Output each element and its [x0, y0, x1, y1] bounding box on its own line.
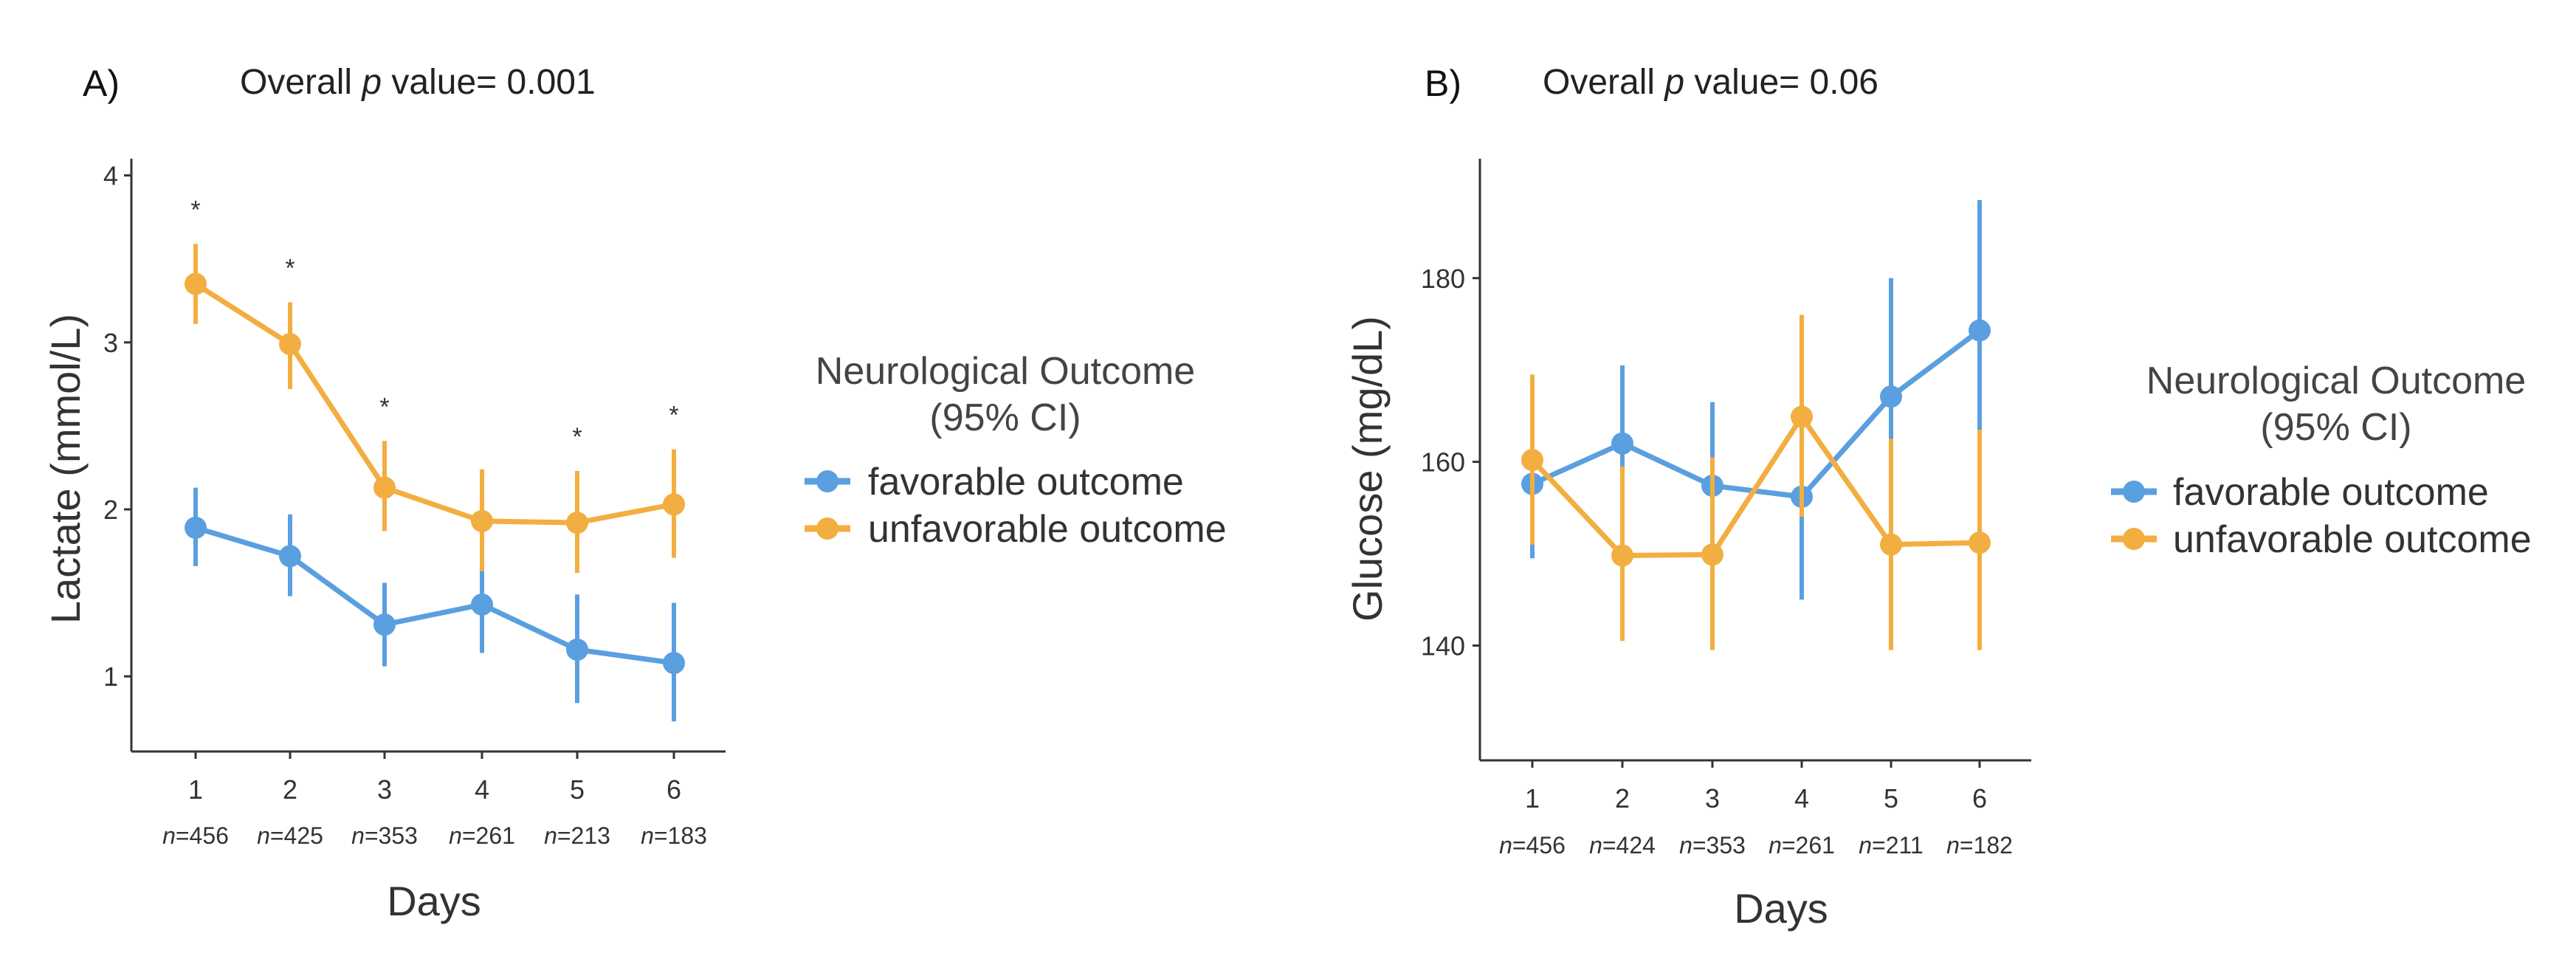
- panel-b-label: B): [1425, 63, 1461, 104]
- panel-a-x-tick-label: 2: [283, 774, 297, 805]
- panel-a-favorable-point: [279, 545, 301, 568]
- panel-b-n-label: n=182: [1946, 832, 2013, 859]
- panel-b-legend-label-unfavorable: unfavorable outcome: [2173, 518, 2532, 561]
- panel-b-legend-label-favorable: favorable outcome: [2173, 471, 2489, 514]
- panel-a-n-label: n=183: [641, 822, 707, 849]
- panel-b-n-label: n=261: [1769, 832, 1835, 859]
- panel-b-glucose: B) Overall p value= 0.06 Glucose (mg/dL)…: [1344, 63, 2532, 932]
- panel-a-pvalue-p: p: [360, 63, 382, 102]
- panel-a-y-tick-label: 1: [103, 661, 118, 692]
- panel-a-favorable-point: [471, 593, 493, 616]
- panel-a-y-axis-label: Lactate (mmol/L): [42, 314, 89, 624]
- panel-a-legend-label-favorable: favorable outcome: [868, 461, 1184, 503]
- panel-b-x-tick-label: 6: [1972, 783, 1987, 814]
- panel-b-x-tick-label: 2: [1615, 783, 1630, 814]
- panel-a-favorable-point: [373, 613, 396, 636]
- panel-b-y-tick-label: 140: [1421, 630, 1465, 661]
- panel-a-significance-mark: *: [285, 255, 295, 283]
- panel-b-unfavorable-point: [1521, 449, 1543, 472]
- panel-b-unfavorable-point: [1880, 533, 1902, 556]
- panel-a-favorable-line: [193, 525, 677, 666]
- panel-a-x-tick-label: 4: [475, 774, 489, 805]
- panel-a-significance-mark: *: [190, 196, 200, 224]
- panel-a-legend-label-unfavorable: unfavorable outcome: [868, 508, 1227, 551]
- panel-b-plot-area: 140 160 180 1 n=456 2 n=424 3 n=353 4 n=261 5 n=211 6…: [1421, 159, 2031, 859]
- panel-a-x-tick-label: 1: [188, 774, 203, 805]
- panel-b-y-axis-label: Glucose (mg/dL): [1344, 316, 1391, 622]
- panel-b-x-tick-label: 3: [1705, 783, 1720, 814]
- panel-a-favorable-point: [566, 639, 588, 661]
- panel-b-legend-subtitle: (95% CI): [2260, 406, 2411, 449]
- panel-a-x-tick-label: 6: [667, 774, 681, 805]
- panel-b-legend-key-favorable: [2111, 481, 2157, 503]
- panel-b-pvalue-suffix: value= 0.06: [1684, 63, 1878, 102]
- panel-a-pvalue-prefix: Overall: [240, 63, 362, 102]
- panel-a-label: A): [83, 63, 120, 104]
- panel-a-unfavorable-point: [471, 509, 493, 532]
- panel-b-unfavorable-point: [1969, 532, 1991, 554]
- panel-a-n-label: n=213: [544, 822, 610, 849]
- panel-a-unfavorable-point: [279, 333, 301, 356]
- panel-a-pvalue-suffix: value= 0.001: [382, 63, 596, 102]
- panel-a-favorable-point: [185, 516, 207, 539]
- panel-a-n-label: n=425: [257, 822, 323, 849]
- panel-b-pvalue-prefix: Overall: [1543, 63, 1664, 102]
- panel-a-unfavorable-point: [663, 493, 685, 516]
- panel-a-n-label: n=353: [351, 822, 418, 849]
- panel-b-n-label: n=424: [1589, 832, 1656, 859]
- panel-b-x-tick-label: 1: [1525, 783, 1540, 814]
- panel-a-pvalue: Overall p value= 0.001: [240, 63, 596, 102]
- panel-a-x-axis-label: Days: [387, 878, 481, 924]
- panel-a-y-tick-label: 3: [103, 328, 118, 358]
- panel-a-legend-key-favorable: [805, 470, 850, 492]
- panel-a-y-tick-label: 2: [103, 495, 118, 525]
- panel-a-unfavorable-point: [373, 476, 396, 499]
- panel-a-significance-mark: *: [379, 393, 389, 421]
- panel-b-legend-key-unfavorable: [2111, 528, 2157, 550]
- panel-a-unfavorable-point: [566, 512, 588, 534]
- panel-b-pvalue-p: p: [1663, 63, 1684, 102]
- panel-b-unfavorable-point: [1611, 544, 1633, 567]
- panel-a-y-tick-label: 4: [103, 161, 118, 191]
- panel-a-significance-mark: *: [669, 402, 678, 430]
- panel-a-significance-mark: *: [572, 423, 582, 451]
- panel-b-y-tick-label: 180: [1421, 264, 1465, 294]
- panel-b-n-label: n=456: [1499, 832, 1566, 859]
- panel-b-pvalue: Overall p value= 0.06: [1543, 63, 1878, 102]
- panel-b-legend-title: Neurological Outcome: [2146, 360, 2526, 402]
- panel-b-favorable-point: [1969, 319, 1991, 342]
- panel-a-n-label: n=261: [449, 822, 515, 849]
- panel-a-legend-title: Neurological Outcome: [816, 350, 1195, 393]
- panel-b-n-label: n=211: [1859, 832, 1924, 859]
- panel-b-x-tick-label: 4: [1794, 783, 1809, 814]
- panel-a-n-label: n=456: [162, 822, 229, 849]
- panel-b-legend: Neurological Outcome (95% CI) favorable …: [2111, 360, 2532, 561]
- panel-a-unfavorable-line: [193, 281, 677, 526]
- panel-a-legend-key-unfavorable: [805, 517, 850, 540]
- panel-b-unfavorable-line: [1529, 414, 1983, 559]
- panel-a-x-tick-label: 5: [570, 774, 585, 805]
- panel-a-lactate: A) Overall p value= 0.001 Lactate (mmol/…: [42, 63, 1227, 924]
- panel-b-favorable-line: [1529, 328, 1983, 500]
- panel-b-favorable-point: [1611, 432, 1633, 455]
- panel-b-unfavorable-point: [1791, 405, 1813, 428]
- panel-a-legend: Neurological Outcome (95% CI) favorable …: [805, 350, 1227, 551]
- panel-a-plot-area: 1 2 3 4 1 n=456 2 n=425 3 n=353 4 n=261 5 n=213 6 n=183…: [103, 159, 726, 849]
- panel-b-y-tick-label: 160: [1421, 447, 1465, 478]
- panel-a-unfavorable-point: [185, 272, 207, 295]
- panel-b-n-label: n=353: [1679, 832, 1746, 859]
- panel-b-favorable-point: [1880, 385, 1902, 408]
- panel-b-x-axis-label: Days: [1734, 885, 1828, 932]
- panel-b-unfavorable-point: [1701, 543, 1723, 566]
- panel-a-favorable-point: [663, 652, 685, 675]
- panel-a-x-tick-label: 3: [377, 774, 392, 805]
- panel-b-x-tick-label: 5: [1884, 783, 1898, 814]
- panel-a-legend-subtitle: (95% CI): [929, 396, 1081, 439]
